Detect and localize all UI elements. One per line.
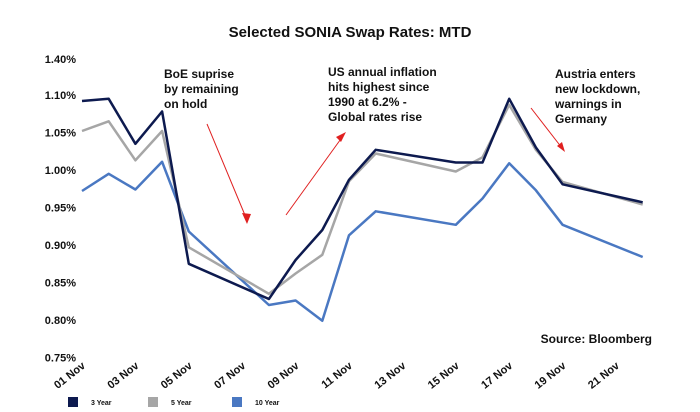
x-tick-label: 21 Nov bbox=[586, 359, 623, 391]
annotation-us-arrow bbox=[285, 135, 344, 216]
annotation-us-line: hits highest since bbox=[328, 80, 430, 94]
annotation-us-line: 1990 at 6.2% - bbox=[328, 95, 407, 109]
legend-label-5y: 5 Year bbox=[171, 400, 192, 407]
series-line-10-year bbox=[81, 160, 644, 323]
annotation-austria-line: Germany bbox=[555, 112, 607, 126]
y-tick-label: 1.00% bbox=[45, 165, 76, 177]
annotation-us-line: Global rates rise bbox=[328, 110, 422, 124]
series-lines bbox=[81, 97, 644, 323]
legend-swatch-10y bbox=[232, 397, 242, 407]
legend-label-10y: 10 Year bbox=[255, 400, 280, 407]
annotation-us-arrowhead bbox=[336, 132, 346, 142]
annotation-austria: Austria enters new lockdown, warnings in… bbox=[530, 67, 640, 152]
annotation-boe-line: on hold bbox=[164, 97, 207, 111]
x-tick-label: 11 Nov bbox=[320, 359, 356, 391]
source-label: Source: Bloomberg bbox=[541, 332, 652, 346]
x-tick-label: 19 Nov bbox=[533, 359, 570, 391]
annotation-boe-line: by remaining bbox=[164, 82, 239, 96]
y-tick-label: 0.75% bbox=[45, 353, 76, 365]
annotation-austria-line: new lockdown, bbox=[555, 82, 640, 96]
legend: 3 Year 5 Year 10 Year bbox=[68, 397, 280, 407]
y-axis: 1.40% 1.10% 1.05% 1.00% 0.95% 0.90% 0.85% 0.80%… bbox=[45, 54, 76, 365]
y-tick-label: 0.95% bbox=[45, 203, 76, 215]
annotation-austria-arrow bbox=[530, 107, 563, 149]
y-tick-label: 0.85% bbox=[45, 278, 76, 290]
annotation-austria-arrowhead bbox=[557, 142, 565, 152]
legend-swatch-5y bbox=[148, 397, 158, 407]
annotation-boe-line: BoE suprise bbox=[164, 67, 234, 81]
x-tick-label: 05 Nov bbox=[159, 359, 196, 391]
x-tick-label: 07 Nov bbox=[212, 359, 249, 391]
legend-label-3y: 3 Year bbox=[91, 400, 112, 407]
annotation-us-line: US annual inflation bbox=[328, 65, 437, 79]
x-tick-label: 15 Nov bbox=[426, 359, 463, 391]
legend-swatch-3y bbox=[68, 397, 78, 407]
y-tick-label: 0.90% bbox=[45, 240, 76, 252]
x-axis: 01 Nov 03 Nov 05 Nov 07 Nov 09 Nov 11 Nov 13 N… bbox=[52, 359, 623, 391]
series-line-3-year bbox=[81, 97, 643, 301]
x-tick-label: 17 Nov bbox=[479, 359, 516, 391]
annotation-boe: BoE suprise by remaining on hold bbox=[164, 67, 251, 224]
y-tick-label: 1.40% bbox=[45, 54, 76, 66]
annotation-austria-line: warnings in bbox=[554, 97, 622, 111]
annotation-boe-arrowhead bbox=[242, 213, 251, 224]
x-tick-label: 09 Nov bbox=[266, 359, 303, 391]
annotation-us: US annual inflation hits highest since 1… bbox=[285, 65, 437, 216]
annotation-austria-line: Austria enters bbox=[555, 67, 636, 81]
y-tick-label: 1.10% bbox=[45, 90, 76, 102]
series-line-5-year bbox=[81, 103, 644, 296]
x-tick-label: 13 Nov bbox=[372, 359, 409, 391]
x-tick-label: 03 Nov bbox=[105, 359, 142, 391]
y-tick-label: 0.80% bbox=[45, 315, 76, 327]
annotation-boe-arrow bbox=[206, 123, 248, 221]
y-tick-label: 1.05% bbox=[45, 128, 76, 140]
chart-title: Selected SONIA Swap Rates: MTD bbox=[229, 24, 472, 41]
